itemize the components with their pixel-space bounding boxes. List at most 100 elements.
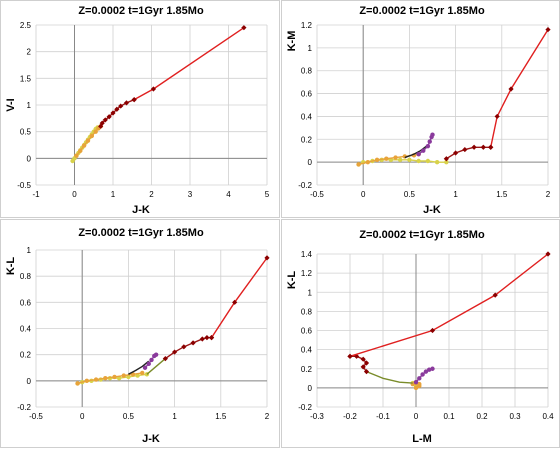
x-tick-label: 0 bbox=[361, 190, 366, 199]
series-line bbox=[490, 29, 549, 148]
data-point-diamond bbox=[118, 103, 124, 109]
data-point bbox=[81, 143, 87, 148]
x-tick-label: -0.5 bbox=[29, 412, 43, 421]
y-tick-label: 0.4 bbox=[301, 112, 313, 121]
data-point bbox=[103, 376, 108, 381]
y-tick-label: 0.6 bbox=[20, 298, 32, 307]
data-point bbox=[417, 376, 422, 381]
x-tick-label: 0 bbox=[414, 412, 419, 421]
chart-panel-km-vs-jk: -0.5 0 0.5 1 1.5 2 -0.2 0 0.2 0.4 0.6 0.8 1 1.2 Z=0.00… bbox=[281, 0, 560, 218]
data-point-diamond bbox=[123, 100, 130, 106]
x-tick-label: 0.2 bbox=[476, 412, 488, 421]
data-point bbox=[142, 365, 148, 370]
data-point bbox=[93, 377, 99, 382]
data-point-diamond bbox=[172, 349, 178, 355]
data-point-diamond bbox=[363, 369, 370, 375]
y-tick-label: 1.2 bbox=[301, 269, 313, 278]
series-line bbox=[164, 336, 212, 360]
data-point bbox=[434, 159, 440, 165]
y-tick-label: 1.4 bbox=[301, 250, 313, 259]
chart-panel-kl-vs-jk: -0.5 0 0.5 1 1.5 2 -0.2 0 0.2 0.4 0.6 0.8 1 Z=0.0002 … bbox=[0, 219, 280, 448]
y-tick-label: 1 bbox=[308, 44, 313, 53]
data-point bbox=[121, 373, 126, 378]
data-point bbox=[416, 158, 421, 164]
data-point bbox=[384, 156, 389, 161]
data-point-diamond bbox=[480, 144, 486, 150]
data-point bbox=[421, 148, 426, 153]
series-line bbox=[404, 144, 429, 159]
data-point-diamond bbox=[131, 97, 137, 103]
y-tick-label: 0 bbox=[27, 154, 32, 163]
y-tick-label: 0.4 bbox=[301, 346, 313, 355]
x-tick-label: 1 bbox=[453, 190, 458, 199]
x-tick-label: 5 bbox=[265, 190, 270, 199]
y-tick-label: 0.4 bbox=[20, 325, 32, 334]
chart-svg: -0.5 0 0.5 1 1.5 2 -0.2 0 0.2 0.4 0.6 0.8 1 Z=0.0002 … bbox=[5, 227, 270, 445]
chart-title: Z=0.0002 t=1Gyr 1.85Mo bbox=[359, 229, 485, 241]
data-point bbox=[365, 159, 371, 165]
series-line bbox=[133, 27, 245, 101]
y-tick-label: 0.5 bbox=[20, 128, 32, 137]
data-point bbox=[430, 132, 435, 137]
series-line bbox=[128, 360, 150, 375]
data-point bbox=[413, 385, 419, 391]
x-tick-label: 2 bbox=[265, 412, 270, 421]
y-tick-label: 2 bbox=[27, 48, 32, 57]
y-tick-label: 0.8 bbox=[301, 67, 313, 76]
series-line bbox=[349, 253, 549, 357]
chart-title: Z=0.0002 t=1Gyr 1.85Mo bbox=[78, 227, 204, 239]
y-tick-label: 0.2 bbox=[301, 365, 313, 374]
data-point-diamond bbox=[494, 113, 500, 120]
x-tick-label: 0.1 bbox=[443, 412, 455, 421]
y-tick-label: -0.2 bbox=[298, 403, 312, 412]
data-point bbox=[93, 129, 98, 134]
x-axis-label: J-K bbox=[142, 433, 160, 445]
x-axis-label: L-M bbox=[412, 433, 432, 445]
y-tick-label: 0.2 bbox=[20, 351, 32, 360]
data-point-diamond bbox=[488, 144, 494, 150]
data-point bbox=[407, 157, 412, 163]
series-line bbox=[100, 99, 135, 127]
x-tick-label: 1 bbox=[111, 190, 116, 199]
x-tick-label: 4 bbox=[226, 190, 231, 199]
x-tick-label: 0 bbox=[80, 412, 85, 421]
x-tick-label: 0 bbox=[72, 190, 77, 199]
data-point-diamond bbox=[102, 117, 108, 123]
data-point-diamond bbox=[199, 336, 205, 342]
y-axis-label: V-I bbox=[5, 98, 17, 111]
y-tick-label: 0.6 bbox=[301, 327, 313, 336]
data-point bbox=[149, 357, 154, 363]
x-tick-label: 2 bbox=[149, 190, 154, 199]
chart-title: Z=0.0002 t=1Gyr 1.85Mo bbox=[78, 5, 204, 17]
y-tick-label: 0 bbox=[27, 377, 32, 386]
data-point-diamond bbox=[471, 144, 477, 150]
data-point bbox=[112, 374, 117, 380]
data-point bbox=[416, 151, 421, 157]
data-point-diamond bbox=[204, 335, 210, 341]
data-point-diamond bbox=[443, 156, 449, 162]
x-tick-label: 1 bbox=[172, 412, 177, 421]
x-tick-label: 0.5 bbox=[123, 412, 135, 421]
data-point bbox=[430, 366, 435, 371]
x-tick-label: -0.2 bbox=[343, 412, 357, 421]
chart-svg: -1 0 1 2 3 4 5 -0.5 0 0.5 1 1.5 2 2.5 Z=0.0002 t=1Gyr … bbox=[5, 5, 270, 216]
chart-panel-kl-vs-lm: -0.3 -0.2 -0.1 0 0.1 0.2 0.3 0.4 -0.2 0 0.2 0.4 0.6 0… bbox=[281, 219, 560, 448]
data-point bbox=[423, 369, 429, 374]
x-tick-label: -0.5 bbox=[310, 190, 324, 199]
y-axis-label: K-L bbox=[5, 257, 17, 276]
x-tick-label: 0.4 bbox=[542, 412, 554, 421]
data-point bbox=[85, 138, 91, 143]
chart-svg: -0.3 -0.2 -0.1 0 0.1 0.2 0.3 0.4-0.200.20.40.60… bbox=[286, 229, 554, 445]
y-axis-label: K-M bbox=[286, 31, 298, 52]
y-axis-label: K-L bbox=[286, 271, 298, 290]
data-point-diamond bbox=[106, 114, 112, 120]
x-tick-label: 1.5 bbox=[496, 190, 508, 199]
data-point-diamond bbox=[429, 327, 436, 334]
data-point bbox=[427, 367, 432, 372]
x-tick-label: 0.3 bbox=[509, 412, 521, 421]
data-point-diamond bbox=[347, 353, 353, 359]
chart-svg: -0.5 0 0.5 1 1.5 2 -0.2 0 0.2 0.4 0.6 0.8 1 1.2 Z=0.00… bbox=[286, 5, 551, 216]
data-point-diamond bbox=[241, 25, 247, 31]
data-point bbox=[397, 157, 403, 163]
x-tick-label: 3 bbox=[188, 190, 193, 199]
